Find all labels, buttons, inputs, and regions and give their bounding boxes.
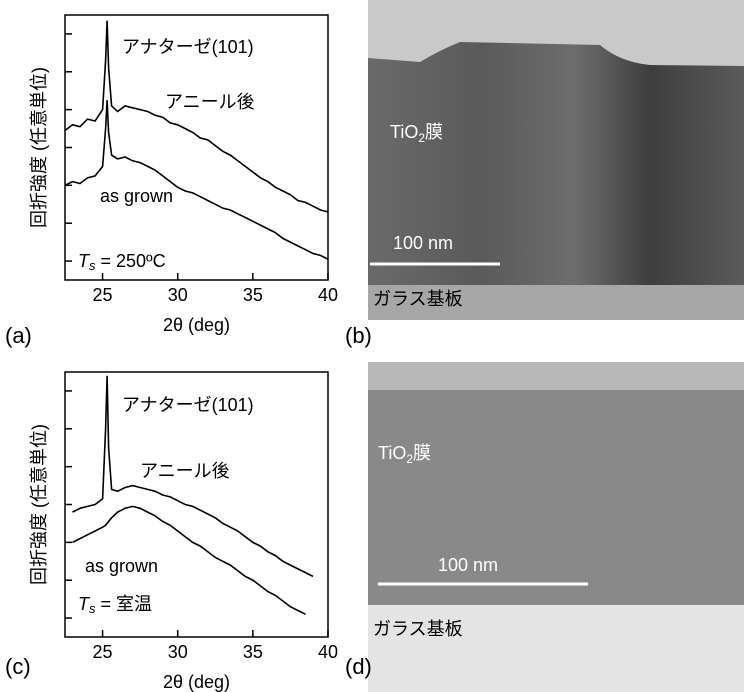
figure: TiO2膜 100 nm ガラス基板 (b) TiO2膜 100 nm ガラス基… bbox=[0, 0, 744, 692]
annotation: アナターゼ(101) bbox=[122, 395, 254, 415]
series-label: as grown bbox=[85, 556, 158, 576]
tem-image-d bbox=[368, 362, 744, 692]
series-label: as grown bbox=[100, 186, 173, 206]
y-axis-label: 回折強度 (任意単位) bbox=[29, 424, 49, 585]
panel-label: (c) bbox=[5, 654, 31, 679]
scale-label: 100 nm bbox=[438, 555, 498, 575]
x-tick-label: 25 bbox=[93, 642, 113, 662]
condition-subscript: s bbox=[89, 601, 96, 616]
y-axis-label: 回折強度 (任意単位) bbox=[29, 67, 49, 228]
panel-label: (b) bbox=[345, 323, 372, 348]
condition-text: = 室温 bbox=[101, 594, 153, 614]
panel-label: (d) bbox=[345, 654, 372, 679]
substrate-label: ガラス基板 bbox=[373, 289, 463, 309]
condition-label: Ts= 250ºC bbox=[78, 251, 166, 274]
series-line bbox=[65, 100, 328, 259]
x-axis-label: 2θ (deg) bbox=[163, 315, 230, 335]
x-tick-label: 35 bbox=[243, 642, 263, 662]
condition-subscript: s bbox=[89, 258, 96, 273]
x-axis-label: 2θ (deg) bbox=[163, 672, 230, 692]
x-tick-label: 30 bbox=[168, 642, 188, 662]
film-label: TiO2膜 bbox=[390, 122, 443, 145]
x-tick-label: 40 bbox=[318, 642, 338, 662]
series-label: アニール後 bbox=[140, 461, 230, 481]
condition-label: Ts= 室温 bbox=[78, 594, 152, 617]
condition-text: = 250ºC bbox=[101, 251, 166, 271]
substrate-label: ガラス基板 bbox=[373, 619, 463, 639]
x-tick-label: 30 bbox=[168, 285, 188, 305]
x-tick-label: 25 bbox=[93, 285, 113, 305]
tem-image-b bbox=[368, 0, 744, 320]
series-label: アニール後 bbox=[165, 92, 255, 112]
scale-label: 100 nm bbox=[393, 233, 453, 253]
x-tick-label: 40 bbox=[318, 285, 338, 305]
annotation: アナターゼ(101) bbox=[122, 37, 254, 57]
panel-label: (a) bbox=[5, 323, 32, 348]
film-label: TiO2膜 bbox=[378, 443, 431, 466]
x-tick-label: 35 bbox=[243, 285, 263, 305]
